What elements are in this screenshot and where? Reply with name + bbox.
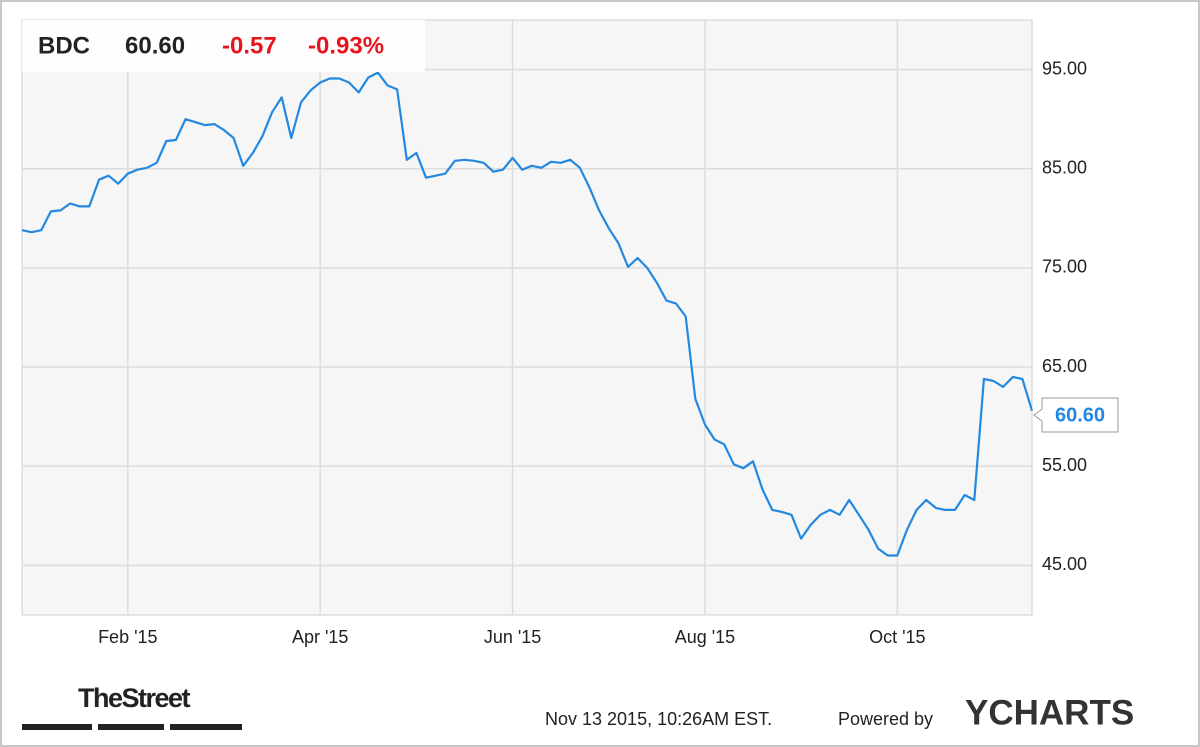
price-tag: 60.60 (1033, 397, 1119, 433)
x-tick-label: Oct '15 (869, 627, 925, 647)
brand-bar (22, 724, 92, 730)
brand-bar (170, 724, 242, 730)
marks (21, 71, 1034, 557)
price-line (21, 71, 1034, 557)
change: -0.57 (222, 32, 277, 59)
x-tick-label: Feb '15 (98, 627, 157, 647)
y-tick-label: 65.00 (1042, 356, 1087, 376)
x-tick-label: Apr '15 (292, 627, 348, 647)
header-box (22, 20, 425, 72)
y-tick-label: 75.00 (1042, 257, 1087, 277)
y-tick-label: 95.00 (1042, 58, 1087, 78)
change-percent: -0.93% (308, 32, 384, 59)
y-tick-label: 55.00 (1042, 455, 1087, 475)
timestamp: Nov 13 2015, 10:26AM EST. (545, 709, 772, 729)
price-tag-label: 60.60 (1055, 404, 1105, 426)
y-tick-label: 85.00 (1042, 158, 1087, 178)
ticker: BDC (38, 32, 90, 59)
grid (22, 20, 1032, 615)
brand-logo: TheStreet (78, 683, 191, 713)
ycharts-logo: YCHARTS (965, 693, 1134, 732)
y-tick-label: 45.00 (1042, 554, 1087, 574)
plot-area (21, 19, 1033, 616)
x-tick-label: Aug '15 (675, 627, 736, 647)
powered-by: Powered by (838, 709, 933, 729)
price-tag-box (1033, 397, 1119, 433)
x-tick-label: Jun '15 (484, 627, 541, 647)
brand-bar (98, 724, 164, 730)
price: 60.60 (125, 32, 185, 59)
